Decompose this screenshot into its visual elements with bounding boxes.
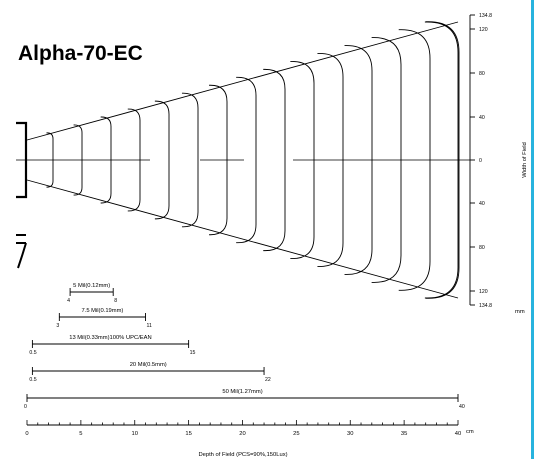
range-start-label: 3 — [56, 323, 59, 329]
width-axis-tick-label: 134.8 — [479, 303, 492, 309]
depth-axis-tick-label: 5 — [79, 431, 82, 437]
field-width-contour — [46, 132, 54, 188]
field-width-contour — [73, 124, 83, 196]
range-end-label: 8 — [114, 298, 117, 304]
range-label: 5 Mil(0.12mm) — [73, 283, 110, 289]
depth-axis-tick-label: 25 — [293, 431, 299, 437]
field-width-contour — [371, 37, 402, 283]
field-width-contour — [344, 45, 373, 275]
range-start-label: 0.5 — [29, 377, 36, 383]
range-label: 20 Mil(0.5mm) — [130, 362, 167, 368]
field-width-contour — [236, 76, 257, 244]
width-axis-tick-label: 40 — [479, 201, 485, 207]
range-label: 13 Mil(0.33mm)100% UPC/EAN — [69, 335, 151, 341]
width-axis-tick-label: 120 — [479, 289, 488, 295]
range-start-label: 0.5 — [29, 350, 36, 356]
field-width-contour — [290, 60, 315, 260]
width-axis-tick-label: 134.8 — [479, 13, 492, 19]
width-axis-tick-label: 120 — [479, 27, 488, 33]
width-axis-unit: mm — [515, 309, 525, 315]
range-label: 7.5 Mil(0.19mm) — [81, 308, 123, 314]
read-ranges: 5 Mil(0.12mm) 4 8 7.5 Mil(0.19mm) 3 11 13 Mil(… — [24, 283, 465, 410]
depth-axis-tick-label: 40 — [455, 431, 461, 437]
field-width-contour — [424, 21, 459, 299]
field-width-contour — [100, 116, 112, 204]
depth-axis-tick-label: 10 — [132, 431, 138, 437]
range-end-label: 15 — [190, 350, 196, 356]
range-end-label: 11 — [147, 323, 152, 329]
width-axis-label: Width of Field — [522, 142, 528, 177]
scan-cone — [16, 21, 470, 299]
depth-axis-tick-label: 0 — [25, 431, 28, 437]
field-width-contour — [154, 100, 170, 220]
width-axis-tick-label: 40 — [479, 115, 485, 121]
depth-axis-tick-label: 35 — [401, 431, 407, 437]
range-start-label: 0 — [24, 404, 27, 410]
field-width-contour — [209, 84, 228, 236]
width-axis-tick-label: 80 — [479, 71, 485, 77]
depth-axis-label: Depth of Field (PCS=90%,150Lux) — [198, 452, 287, 458]
width-axis: 134.8 120 80 40 0 40 80 120 134.8 — [469, 13, 492, 309]
field-width-contour — [398, 29, 431, 291]
cone-edge-lines — [26, 21, 459, 299]
depth-axis-tick-label: 30 — [347, 431, 353, 437]
depth-axis-tick-label: 20 — [239, 431, 245, 437]
field-width-contour — [317, 53, 344, 267]
range-end-label: 40 — [459, 404, 465, 410]
depth-axis: 0 5 10 15 20 25 30 35 40 — [25, 420, 461, 437]
accent-edge — [531, 0, 534, 459]
depth-axis-unit: cm — [466, 429, 474, 435]
scanner-side-icon — [16, 234, 27, 269]
field-width-contour — [425, 21, 460, 299]
depth-axis-tick-label: 15 — [185, 431, 191, 437]
range-label: 50 Mil(1.27mm) — [222, 389, 262, 395]
field-width-contour — [181, 92, 199, 228]
range-end-label: 22 — [265, 377, 271, 383]
model-title: Alpha-70-EC — [18, 42, 143, 65]
field-width-contour — [263, 68, 286, 252]
width-axis-tick-label: 80 — [479, 245, 485, 251]
field-width-contour — [127, 108, 141, 212]
width-axis-tick-label: 0 — [479, 158, 482, 164]
range-start-label: 4 — [67, 298, 70, 304]
